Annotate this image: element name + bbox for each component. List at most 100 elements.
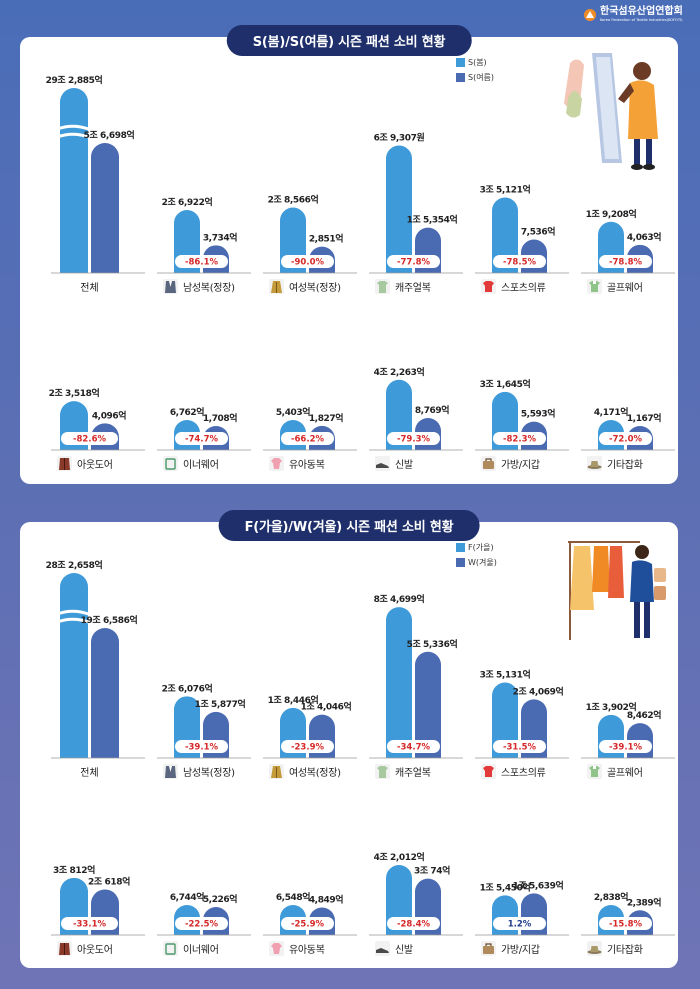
ss-label-b: 7,536억 bbox=[521, 226, 555, 238]
fw-label-a: 28조 2,658억 bbox=[46, 559, 103, 571]
org-name-en: Korea Federation of Textile Industries(K… bbox=[600, 18, 683, 22]
fw-change-badge bbox=[175, 740, 228, 753]
ss-category-label: 아웃도어 bbox=[77, 459, 113, 471]
ss-label-b: 8,769억 bbox=[415, 404, 449, 416]
ss-change-label: -86.1% bbox=[185, 258, 218, 268]
fw-category-label: 아웃도어 bbox=[77, 944, 113, 956]
ss-label-a: 6,762억 bbox=[170, 406, 204, 418]
kids-wear-icon bbox=[271, 943, 282, 954]
ss-label-a: 2조 8,566억 bbox=[268, 194, 319, 206]
ss-category-label: 전체 bbox=[80, 282, 98, 294]
kids-wear-icon bbox=[271, 458, 282, 469]
ss-bar-a bbox=[386, 145, 412, 273]
ss-label-b: 5조 6,698억 bbox=[84, 129, 135, 141]
fw-category-label: 전체 bbox=[80, 767, 98, 779]
fw-label-a: 3조 5,131억 bbox=[480, 669, 531, 681]
hat-icon bbox=[590, 461, 599, 467]
casual-shirt-icon bbox=[377, 281, 388, 293]
fw-change-label: -31.5% bbox=[503, 743, 536, 753]
ss-change-badge bbox=[61, 432, 118, 445]
fw-label-a: 8조 4,699억 bbox=[374, 593, 425, 605]
ss-change-badge bbox=[599, 255, 652, 268]
legend-winter: W(겨울) bbox=[468, 558, 497, 567]
ss-label-a: 6조 9,307원 bbox=[374, 132, 425, 144]
ss-label-b: 4,096억 bbox=[92, 409, 126, 421]
fall-winter-panel: F(가을)/W(겨울) 시즌 패션 소비 현황 F(가을) W(겨울) 28조 … bbox=[20, 510, 678, 968]
fw-label-b: 8,462억 bbox=[627, 709, 661, 721]
ss-change-label: -79.3% bbox=[397, 435, 430, 445]
innerwear-icon bbox=[165, 943, 176, 955]
fw-label-a: 2,838억 bbox=[594, 891, 628, 903]
ss-label-a: 2조 3,518억 bbox=[49, 387, 100, 399]
fw-category-1: 2조 6,076억 1조 5,877억 -39.1% 남성복(정장) bbox=[157, 682, 251, 779]
fw-category-label: 골프웨어 bbox=[607, 767, 643, 779]
ss-label-a: 4조 2,263억 bbox=[374, 366, 425, 378]
ss-category-label: 신발 bbox=[395, 459, 413, 471]
ss-category-2: 2조 8,566억 2,851억 -90.0% 여성복(정장) bbox=[263, 194, 357, 294]
kofoti-logo-icon bbox=[584, 8, 596, 21]
fw-label-b: 1조 5,639억 bbox=[513, 879, 564, 891]
fw-label-b: 5,226억 bbox=[203, 893, 237, 905]
spring-summer-legend: S(봄) S(여름) bbox=[456, 57, 494, 87]
bag-icon bbox=[483, 946, 494, 954]
ss-label-b: 1,827억 bbox=[309, 412, 343, 424]
fw-category-label: 가방/지갑 bbox=[501, 944, 540, 956]
fw-label-a: 6,744억 bbox=[170, 891, 204, 903]
ss-category-4: 3조 5,121억 7,536억 -78.5% 스포츠의류 bbox=[475, 184, 569, 294]
ss-category-6: 2조 3,518억 4,096억 -82.6% 아웃도어 bbox=[49, 387, 145, 471]
shoe-icon bbox=[376, 948, 389, 953]
bag-icon-handle bbox=[485, 943, 492, 946]
ss-category-label: 기타잡화 bbox=[607, 459, 643, 471]
ss-category-1: 2조 6,922억 3,734억 -86.1% 남성복(정장) bbox=[157, 196, 251, 294]
innerwear-icon bbox=[165, 458, 176, 470]
golf-shirt-icon bbox=[589, 766, 600, 777]
fw-category-label: 캐주얼복 bbox=[395, 767, 431, 779]
fw-change-label: -15.8% bbox=[609, 920, 642, 930]
ss-category-label: 가방/지갑 bbox=[501, 459, 540, 471]
fw-label-a: 6,548억 bbox=[276, 891, 310, 903]
fw-change-badge bbox=[599, 740, 652, 753]
ss-category-label: 스포츠의류 bbox=[501, 282, 546, 294]
ss-category-3: 6조 9,307원 1조 5,354억 -77.8% 캐주얼복 bbox=[369, 132, 463, 294]
fw-label-b: 2조 4,069억 bbox=[513, 685, 564, 697]
fw-label-a: 2조 6,076억 bbox=[162, 682, 213, 694]
ss-label-b: 3,734억 bbox=[203, 231, 237, 243]
ss-change-badge bbox=[281, 432, 334, 445]
fw-change-badge bbox=[281, 917, 334, 930]
fw-change-badge bbox=[599, 917, 652, 930]
fw-change-label: -23.9% bbox=[291, 743, 324, 753]
ss-change-badge bbox=[493, 255, 546, 268]
ss-axis-break bbox=[57, 124, 122, 133]
kofoti-logo: 한국섬유산업연합회 Korea Federation of Textile In… bbox=[584, 7, 683, 23]
spring-summer-panel: S(봄)/S(여름) 시즌 패션 소비 현황 S(봄) S(여름) 29조 2,… bbox=[20, 25, 678, 484]
fw-change-label: 1.2% bbox=[508, 920, 532, 930]
fw-label-b: 1조 4,046억 bbox=[301, 701, 352, 713]
fall-winter-legend: F(가을) W(겨울) bbox=[456, 542, 497, 572]
fw-label-a: 1조 8,446억 bbox=[268, 694, 319, 706]
ss-change-label: -77.8% bbox=[397, 258, 430, 268]
fw-change-label: -33.1% bbox=[73, 920, 106, 930]
ss-change-label: -82.3% bbox=[503, 435, 536, 445]
ss-label-a: 29조 2,885억 bbox=[46, 74, 103, 86]
fw-label-a: 3조 812억 bbox=[53, 864, 95, 876]
fw-label-b: 2,389억 bbox=[627, 896, 661, 908]
legend-fall: F(가을) bbox=[468, 543, 494, 552]
fw-axis-break bbox=[57, 609, 122, 618]
fw-bar-b bbox=[415, 651, 441, 758]
sports-top-icon bbox=[483, 766, 494, 777]
ss-change-label: -74.7% bbox=[185, 435, 218, 445]
ss-label-b: 5,593억 bbox=[521, 408, 555, 420]
fw-category-label: 스포츠의류 bbox=[501, 767, 546, 779]
fw-category-4: 3조 5,131억 2조 4,069억 -31.5% 스포츠의류 bbox=[475, 669, 569, 779]
fw-label-b: 1조 5,877억 bbox=[195, 698, 246, 710]
ss-label-b: 1,167억 bbox=[627, 412, 661, 424]
ss-category-9: 4조 2,263억 8,769억 -79.3% 신발 bbox=[369, 366, 463, 471]
shoe-icon-bg bbox=[375, 941, 390, 956]
bag-icon bbox=[483, 461, 494, 469]
fw-category-label: 기타잡화 bbox=[607, 944, 643, 956]
